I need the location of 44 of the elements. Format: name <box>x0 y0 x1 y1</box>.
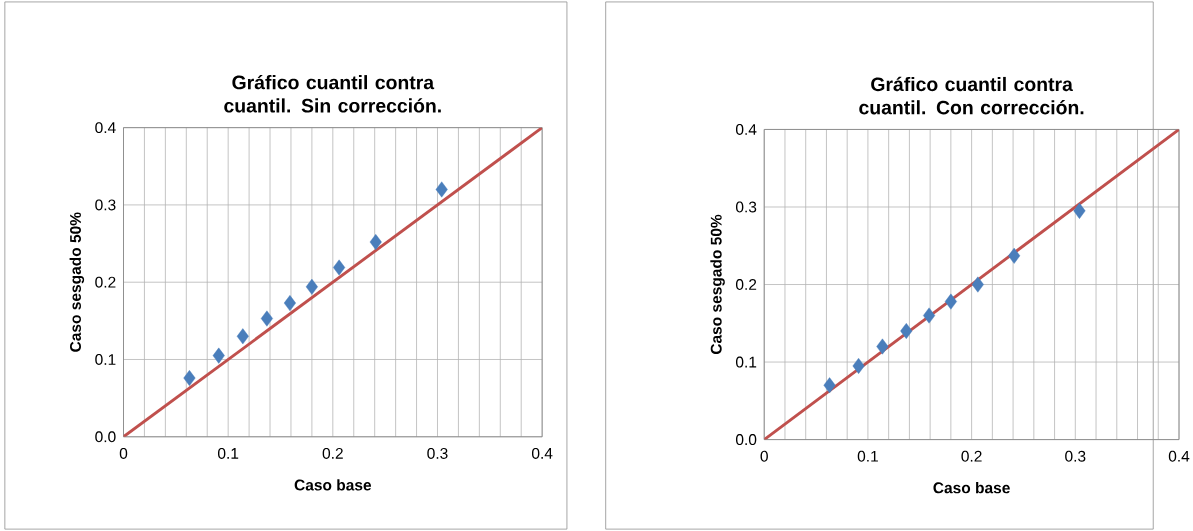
point <box>369 234 382 250</box>
chart-title: Gráfico cuantil contra cuantil. Sin corrección. <box>224 74 441 113</box>
point <box>283 295 296 311</box>
x-tick-label: 0.2 <box>961 450 982 462</box>
y-tick-label: 0.4 <box>95 122 116 134</box>
x-tick-label: 0.3 <box>427 447 448 459</box>
y-tick-label: 0.2 <box>735 279 757 290</box>
y-tick-label: 0.1 <box>95 353 116 365</box>
y-tick-label: 0.1 <box>735 356 757 368</box>
point <box>183 370 196 386</box>
x-tick-label: 0.1 <box>857 450 878 462</box>
y-axis-title: Caso sesgado 50% <box>710 214 725 355</box>
x-axis-title: Caso base <box>933 481 1010 494</box>
x-tick-label: 0.1 <box>218 447 239 459</box>
y-tick-label: 0.2 <box>95 276 116 288</box>
point <box>435 181 448 198</box>
point <box>305 278 318 295</box>
point <box>260 310 273 327</box>
point <box>1008 247 1021 264</box>
x-tick-label: 0.2 <box>322 447 343 459</box>
point <box>823 377 836 394</box>
y-tick-label: 0.0 <box>95 431 116 443</box>
x-axis-title: Caso base <box>294 479 372 491</box>
point <box>944 293 957 310</box>
point <box>1073 202 1086 219</box>
y-tick-label: 0.4 <box>735 123 757 135</box>
x-tick-label: 0.4 <box>1168 450 1190 462</box>
x-tick-label: 0.3 <box>1065 450 1086 462</box>
y-tick-label: 0.3 <box>95 199 116 211</box>
point <box>876 338 889 355</box>
y-tick-label: 0.3 <box>735 201 757 213</box>
x-tick-label: 0 <box>760 450 768 462</box>
point <box>212 347 225 364</box>
point <box>923 307 936 324</box>
x-tick-label: 0 <box>119 447 128 459</box>
point <box>333 259 346 276</box>
point <box>971 276 984 293</box>
point <box>900 323 913 339</box>
chart-title: Gráfico cuantil contra cuantil. Con corrección. <box>859 76 1084 115</box>
point <box>236 328 249 345</box>
y-tick-label: 0.0 <box>735 434 757 446</box>
point <box>852 357 865 374</box>
y-axis-title: Caso sesgado 50% <box>69 212 85 352</box>
x-tick-label: 0.4 <box>531 447 553 459</box>
